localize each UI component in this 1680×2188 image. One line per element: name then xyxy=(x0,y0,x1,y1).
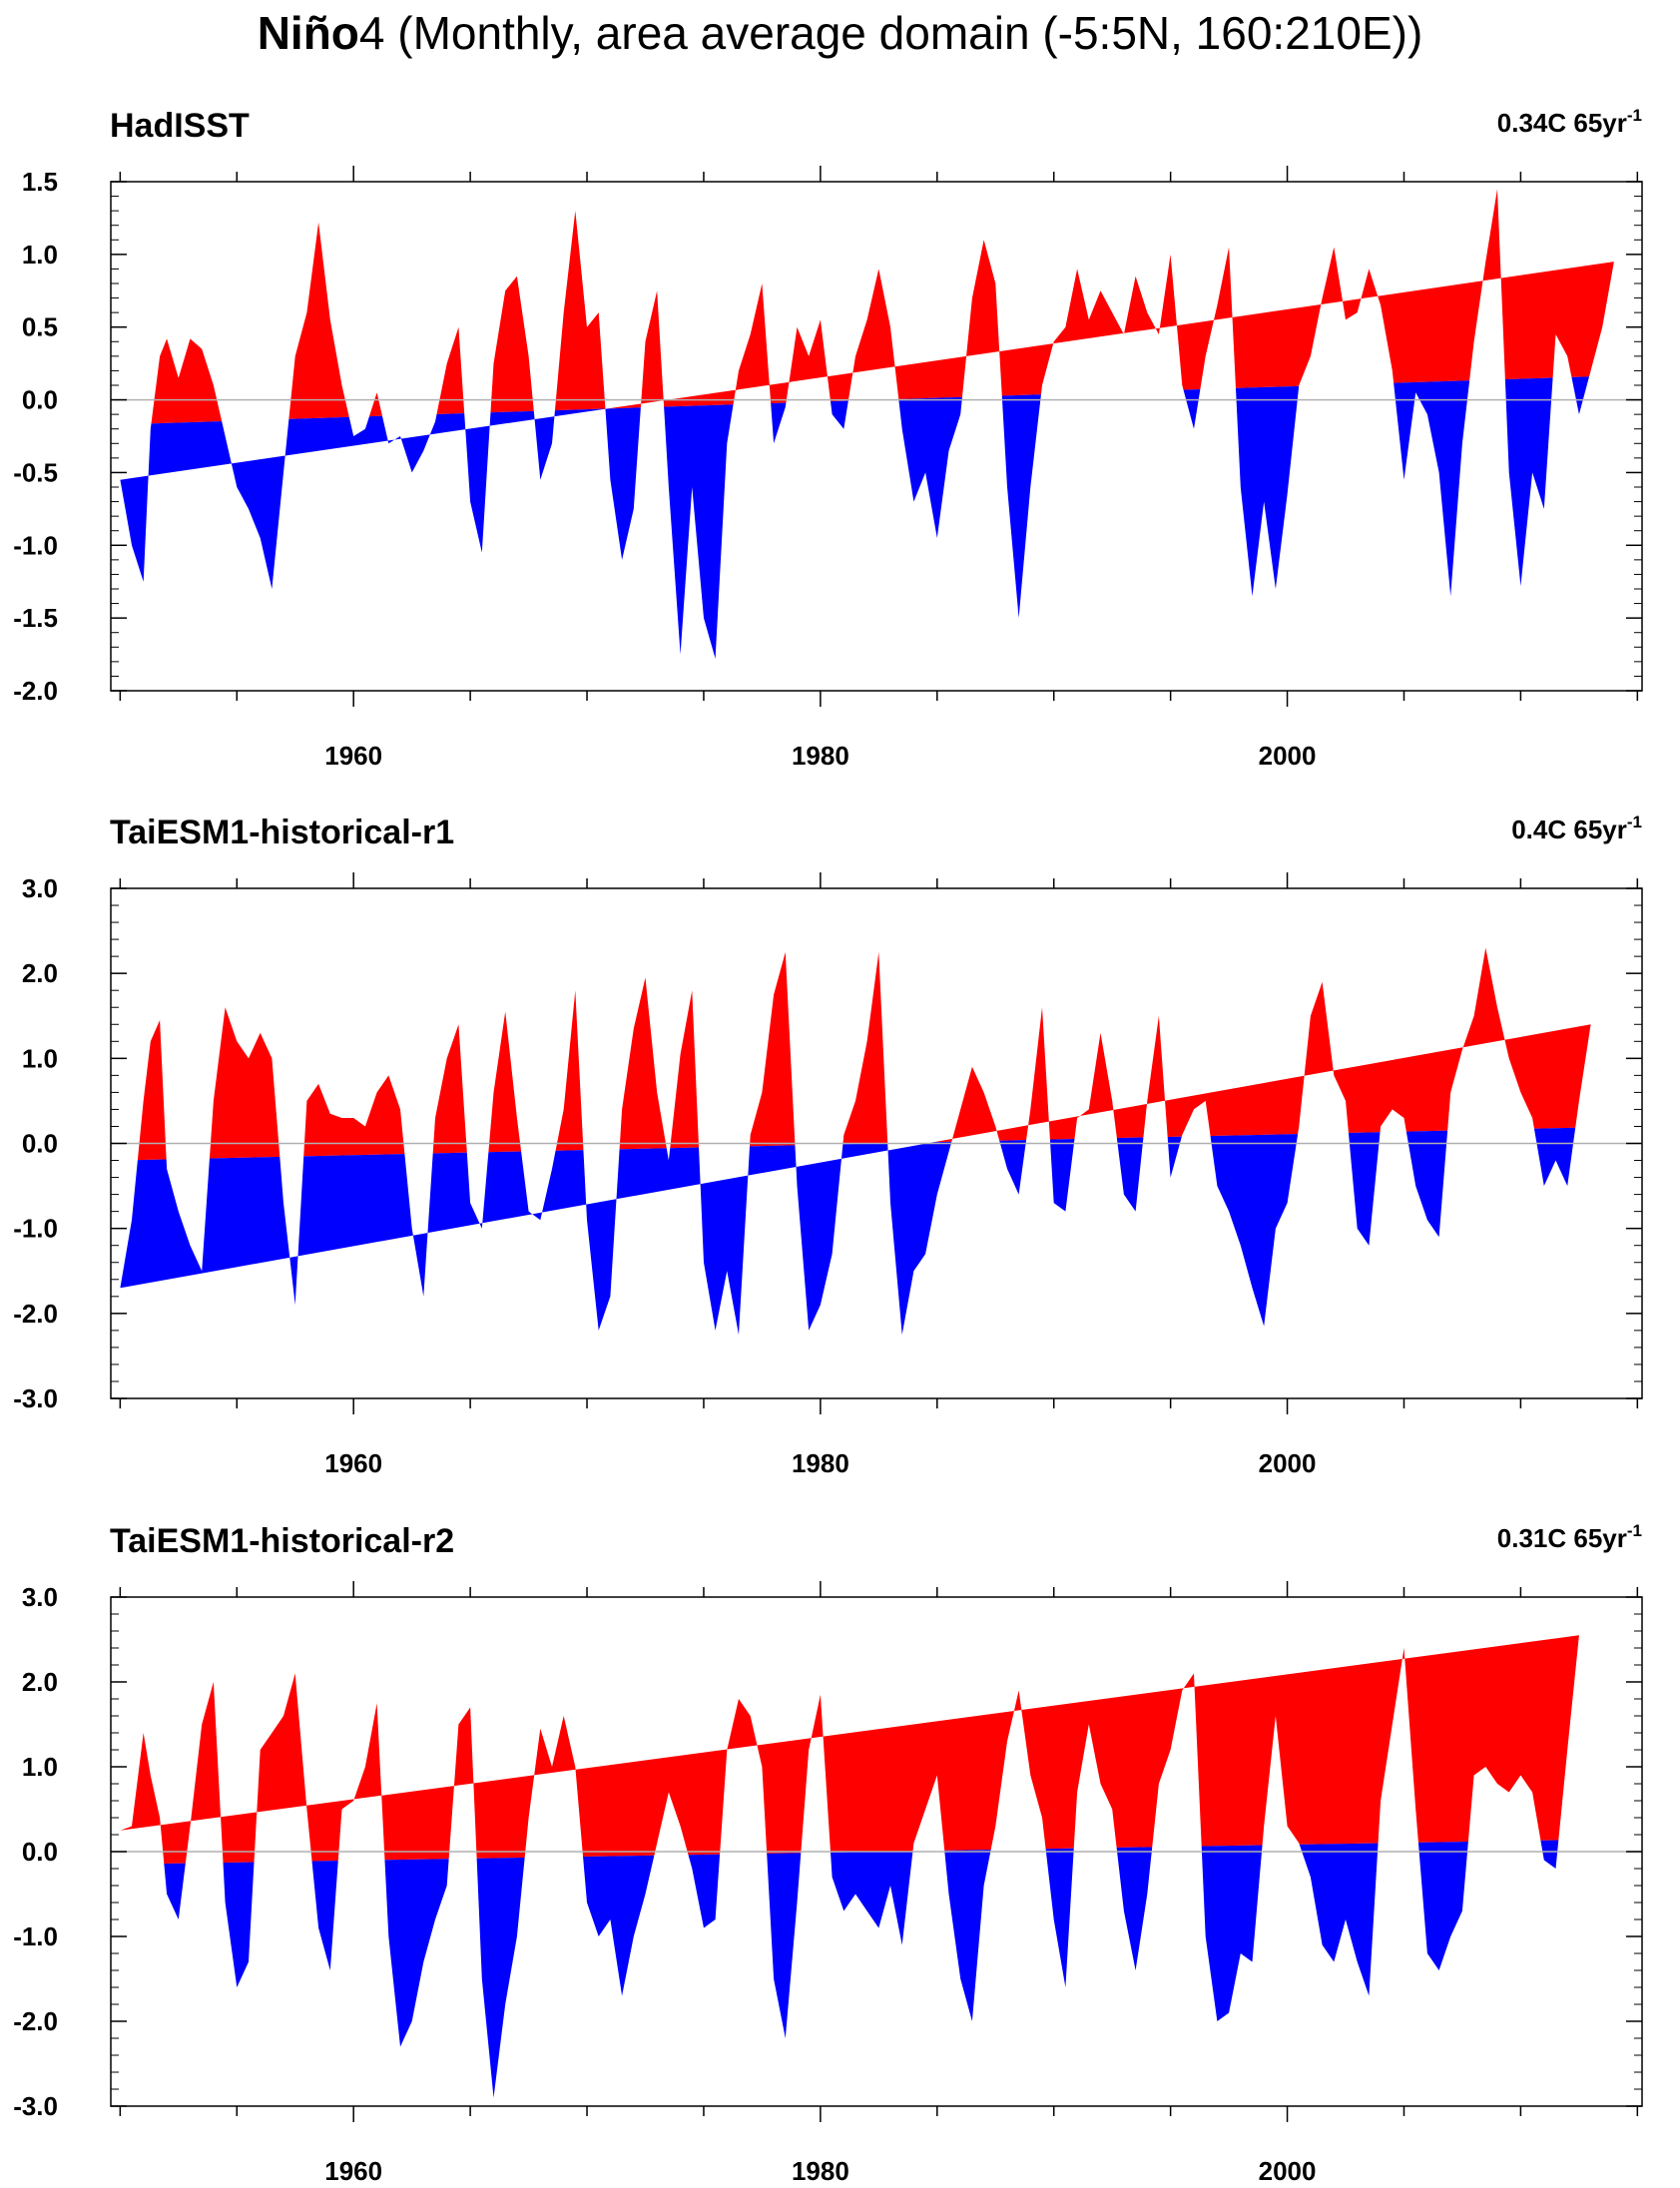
y-tick-label: 1.0 xyxy=(22,1043,58,1073)
positive-anomaly-fill xyxy=(120,1635,1579,1865)
y-tick-label: -1.0 xyxy=(13,1921,58,1951)
y-tick-label: -1.0 xyxy=(13,530,58,560)
y-tick-label: 1.0 xyxy=(22,240,58,270)
y-tick-label: -3.0 xyxy=(13,1383,58,1413)
y-tick-label: 2.0 xyxy=(22,1667,58,1697)
y-tick-label: 3.0 xyxy=(22,873,58,903)
trend-label-text: 0.31C 65yr xyxy=(1497,1523,1627,1553)
trend-label-text: 0.34C 65yr xyxy=(1497,108,1627,138)
panel-title: TaiESM1-historical-r1 xyxy=(110,814,454,851)
x-tick-label: 2000 xyxy=(1259,1448,1317,1478)
y-tick-label: 0.0 xyxy=(22,1129,58,1159)
y-tick-label: -0.5 xyxy=(13,457,58,487)
y-tick-label: 0.5 xyxy=(22,312,58,342)
trend-label-superscript: -1 xyxy=(1627,813,1642,831)
y-tick-label: -2.0 xyxy=(13,676,58,706)
x-tick-label: 1980 xyxy=(792,2156,849,2186)
figure-title-bold: Niño xyxy=(257,7,359,59)
negative-anomaly-fill xyxy=(120,1839,1579,2098)
y-tick-label: -2.0 xyxy=(13,1299,58,1329)
x-tick-label: 1980 xyxy=(792,1448,849,1478)
y-tick-label: -1.0 xyxy=(13,1214,58,1244)
chart-panel-1: HadISST 0.34C 65yr-1 -2.0 -1.5 -1.0 -0.5 0.0 0.… xyxy=(13,106,1643,771)
trend-label-text: 0.4C 65yr xyxy=(1511,815,1627,844)
positive-anomaly-fill xyxy=(120,947,1591,1161)
y-tick-label: 2.0 xyxy=(22,958,58,988)
figure-title: Niño4 (Monthly, area average domain (-5:… xyxy=(0,6,1680,60)
x-tick-label: 2000 xyxy=(1259,741,1317,771)
x-tick-label: 2000 xyxy=(1259,2156,1317,2186)
x-tick-label: 1960 xyxy=(324,741,382,771)
y-tick-label: 1.0 xyxy=(22,1752,58,1782)
x-tick-label: 1960 xyxy=(324,2156,382,2186)
trend-label: 0.31C 65yr-1 xyxy=(1497,1521,1642,1553)
plot-frame xyxy=(110,181,1643,692)
y-tick-label: 0.0 xyxy=(22,1837,58,1867)
trend-label-superscript: -1 xyxy=(1627,106,1642,125)
y-tick-label: 3.0 xyxy=(22,1582,58,1612)
series-fills xyxy=(120,947,1591,1336)
x-tick-label: 1960 xyxy=(324,1448,382,1478)
chart-panel-2: TaiESM1-historical-r1 0.4C 65yr-1 -3.0 -2.0… xyxy=(13,813,1643,1478)
figure-title-rest: 4 (Monthly, area average domain (-5:5N, … xyxy=(358,7,1423,59)
trend-label-superscript: -1 xyxy=(1627,1521,1642,1540)
trend-label: 0.4C 65yr-1 xyxy=(1511,813,1642,844)
chart-panel-3: TaiESM1-historical-r2 0.31C 65yr-1 -3.0 -2.… xyxy=(13,1521,1643,2186)
x-tick-label: 1980 xyxy=(792,741,849,771)
y-tick-label: 1.5 xyxy=(22,167,58,197)
series-fills xyxy=(120,1635,1579,2098)
y-tick-label: -1.5 xyxy=(13,603,58,633)
series-fills xyxy=(120,189,1614,659)
panel-title: TaiESM1-historical-r2 xyxy=(110,1522,454,1560)
panel-title: HadISST xyxy=(110,107,250,145)
y-tick-label: -2.0 xyxy=(13,2006,58,2036)
negative-anomaly-fill xyxy=(120,374,1614,659)
y-tick-label: 0.0 xyxy=(22,385,58,415)
trend-label: 0.34C 65yr-1 xyxy=(1497,106,1642,138)
y-tick-label: -3.0 xyxy=(13,2091,58,2121)
